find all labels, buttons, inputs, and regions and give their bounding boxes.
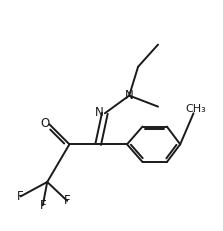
Text: F: F — [17, 190, 24, 203]
Text: N: N — [125, 89, 134, 102]
Text: CH₃: CH₃ — [185, 104, 206, 114]
Text: N: N — [95, 106, 104, 119]
Text: O: O — [40, 117, 49, 130]
Text: F: F — [64, 194, 70, 207]
Text: F: F — [39, 199, 46, 212]
